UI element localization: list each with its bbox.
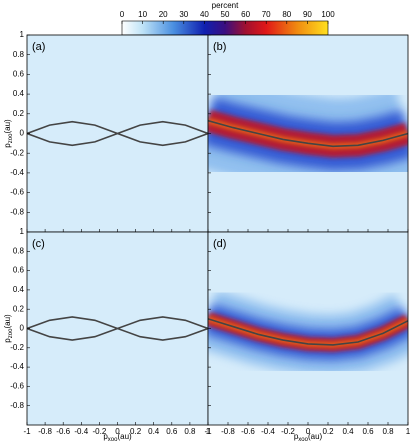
curve [27, 316, 208, 341]
x-tick-label: 0.2 [130, 427, 142, 436]
y-tick-label: -0.8 [10, 207, 24, 216]
axis-label-sub: zoo [8, 328, 14, 338]
x-tick-label: 0 [306, 427, 311, 436]
axis-label-unit: (au) [3, 314, 12, 329]
colorbar-tick-label: 50 [221, 10, 230, 19]
axis-label-unit: (au) [3, 119, 12, 134]
panel-label: (c) [32, 238, 45, 250]
axis-label: pxoo(au) [103, 432, 132, 442]
y-tick-label: 1 [20, 30, 25, 39]
colorbar-tick-label: 90 [303, 10, 312, 19]
y-tick-label: 0.6 [13, 266, 25, 275]
colorbar-tick-label: 40 [200, 10, 209, 19]
x-tick-label: 0.8 [184, 427, 196, 436]
y-tick-label: -0.4 [10, 168, 24, 177]
axis-label-base: p [294, 432, 299, 441]
axis-label: pzoo(au) [3, 314, 13, 343]
axis-label-base: p [103, 432, 108, 441]
axis-label: pzoo(au) [3, 119, 13, 148]
x-tick-label: 1 [206, 427, 211, 436]
panel [208, 35, 408, 232]
y-tick-label: 0.4 [13, 89, 25, 98]
panel [27, 35, 208, 232]
x-tick-label: 0.6 [166, 427, 178, 436]
y-tick-label: 0 [20, 324, 25, 333]
colorbar-tick-label: 10 [138, 10, 147, 19]
x-tick-label: -0.8 [221, 427, 235, 436]
panel-label: (d) [213, 238, 226, 250]
x-tick-label: 1 [406, 427, 411, 436]
axis-label-base: p [3, 143, 12, 148]
x-tick-label: -0.4 [261, 427, 275, 436]
axis-label-base: p [3, 338, 12, 343]
x-tick-label: 0.6 [362, 427, 374, 436]
y-tick-label: -0.2 [10, 343, 24, 352]
x-tick-label: -0.6 [56, 427, 70, 436]
x-tick-label: 0.8 [382, 427, 394, 436]
colorbar-tick-label: 0 [120, 10, 125, 19]
colorbar-tick-label: 70 [262, 10, 271, 19]
y-tick-label: 0.2 [13, 304, 25, 313]
x-tick-label: -0.2 [281, 427, 295, 436]
y-tick-label: -0.6 [10, 188, 24, 197]
axis-label-sub: xoo [298, 437, 308, 443]
x-tick-label: 0.4 [342, 427, 354, 436]
curve [208, 318, 408, 346]
y-tick-label: -0.4 [10, 362, 24, 371]
colorbar-title: percent [212, 1, 239, 10]
axis-label-unit: (au) [308, 432, 323, 441]
y-tick-label: 0.2 [13, 109, 25, 118]
colorbar-tick-label: 60 [241, 10, 250, 19]
colorbar-tick-label: 30 [179, 10, 188, 19]
y-tick-label: 0.8 [13, 50, 25, 59]
x-tick-label: -1 [204, 427, 212, 436]
y-tick-label: -0.6 [10, 382, 24, 391]
colorbar-tick-label: 20 [159, 10, 168, 19]
x-tick-label: -0.2 [93, 427, 107, 436]
curve [27, 120, 208, 147]
colorbar-tick-label: 100 [321, 10, 335, 19]
x-tick-label: 0.2 [322, 427, 334, 436]
x-tick-label: -0.8 [38, 427, 52, 436]
y-tick-label: 1 [20, 227, 25, 236]
axis-label: pxoo(au) [294, 432, 323, 442]
panel [27, 232, 208, 425]
x-tick-label: -0.6 [241, 427, 255, 436]
y-tick-label: 0.6 [13, 70, 25, 79]
y-tick-label: -0.2 [10, 148, 24, 157]
y-tick-label: -0.8 [10, 401, 24, 410]
axis-label-sub: zoo [8, 133, 14, 143]
axis-label-sub: xoo [108, 437, 118, 443]
axis-label-unit: (au) [117, 432, 132, 441]
colorbar-tick-label: 80 [282, 10, 291, 19]
y-tick-label: 0 [20, 129, 25, 138]
x-tick-label: 0.4 [148, 427, 160, 436]
y-tick-label: 0.4 [13, 285, 25, 294]
y-tick-label: 0.8 [13, 246, 25, 255]
x-tick-label: -1 [23, 427, 31, 436]
panel-label: (b) [213, 41, 226, 53]
x-tick-label: -0.4 [74, 427, 88, 436]
panel [208, 232, 408, 425]
x-tick-label: 0 [115, 427, 120, 436]
panel-label: (a) [32, 41, 45, 53]
curve [208, 119, 408, 148]
